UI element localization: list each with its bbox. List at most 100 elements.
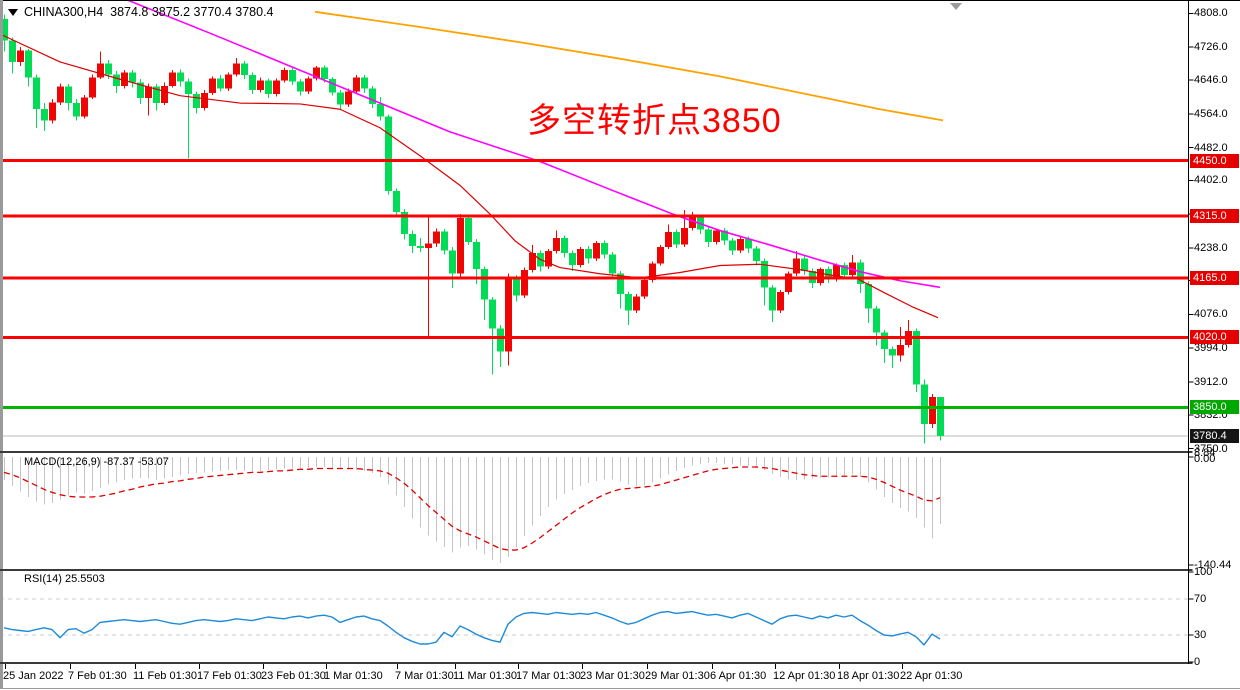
- candle-down: [297, 81, 304, 92]
- candle-up: [649, 263, 656, 280]
- candle-down: [105, 63, 112, 75]
- candle-up: [257, 80, 264, 90]
- candle-up: [657, 247, 664, 264]
- price-level-box-4450.0[interactable]: 4450.0: [1190, 153, 1239, 168]
- candle-down: [441, 231, 448, 251]
- time-label: 1 Mar 01:30: [324, 670, 383, 682]
- candle-down: [449, 250, 456, 274]
- candle-down: [409, 233, 416, 246]
- candle-down: [841, 265, 848, 275]
- macd-signal-line: [3, 466, 941, 551]
- candle-down: [881, 332, 888, 349]
- candle-down: [753, 248, 760, 261]
- candle-down: [513, 277, 520, 296]
- candle-up: [593, 242, 600, 259]
- candle-up: [313, 67, 320, 79]
- price-tick-label: 4808.0: [1194, 7, 1228, 20]
- candle-down: [761, 260, 768, 288]
- price-level-box-4020.0[interactable]: 4020.0: [1190, 330, 1239, 345]
- candle-up: [17, 50, 24, 62]
- candle-down: [361, 77, 368, 89]
- time-label: 23 Mar 01:30: [580, 670, 645, 682]
- candle-up: [681, 228, 688, 245]
- candle-down: [705, 229, 712, 243]
- candle-up: [785, 273, 792, 293]
- chart-shift-marker-icon[interactable]: [950, 3, 962, 10]
- ma-mid-magenta-line: [127, 0, 941, 289]
- candle-down: [377, 103, 384, 117]
- time-label: 18 Apr 01:30: [837, 670, 900, 682]
- candle-up: [281, 70, 288, 81]
- candle-down: [265, 80, 272, 95]
- time-label: 17 Feb 01:30: [197, 670, 262, 682]
- candle-up: [433, 231, 440, 244]
- candle-down: [497, 328, 504, 352]
- time-label: 7 Mar 01:30: [395, 670, 454, 682]
- candle-down: [65, 86, 72, 104]
- time-label: 12 Apr 01:30: [773, 670, 836, 682]
- candle-down: [193, 94, 200, 109]
- candle-up: [425, 243, 432, 248]
- candle-up: [817, 269, 824, 284]
- time-label: 17 Mar 01:30: [516, 670, 581, 682]
- price-tick-label: 4238.0: [1194, 241, 1228, 254]
- candle-down: [481, 269, 488, 300]
- candle-down: [729, 240, 736, 251]
- price-level-box-4315.0[interactable]: 4315.0: [1190, 209, 1239, 224]
- candle-up: [353, 77, 360, 92]
- price-tick-label: 4564.0: [1194, 107, 1228, 120]
- price-tick-label: 4726.0: [1194, 41, 1228, 54]
- macd-panel: [3, 457, 941, 564]
- macd-axis-zero-label: 0.00: [1194, 453, 1216, 465]
- candle-up: [273, 80, 280, 95]
- rsi-axis-label: 70: [1194, 593, 1207, 605]
- candle-down: [153, 86, 160, 104]
- candle-down: [9, 40, 16, 62]
- candle-down: [473, 242, 480, 270]
- candle-down: [401, 212, 408, 234]
- chart-annotation-text: 多空转折点3850: [527, 102, 782, 140]
- candle-down: [609, 254, 616, 274]
- price-level-box-3850.0[interactable]: 3850.0: [1190, 400, 1239, 415]
- price-level-box-3780.4[interactable]: 3780.4: [1190, 428, 1239, 443]
- time-axis: 25 Jan 2022 7 Feb 01:30 11 Feb 01:30 17 Feb…: [0, 664, 1240, 690]
- candle-up: [641, 279, 648, 297]
- price-level-box-4165.0[interactable]: 4165.0: [1190, 270, 1239, 285]
- candle-up: [689, 217, 696, 229]
- price-tick-label: 4646.0: [1194, 74, 1228, 87]
- candle-down: [185, 81, 192, 95]
- candle-up: [529, 252, 536, 271]
- time-label: 22 Apr 01:30: [900, 670, 963, 682]
- candle-down: [873, 308, 880, 333]
- candle-down: [321, 67, 328, 80]
- macd-axis-max-label: 8.84: [1194, 447, 1216, 459]
- candle-up: [897, 344, 904, 356]
- candle-down: [113, 74, 120, 86]
- time-label: 25 Jan 2022: [3, 670, 64, 682]
- candle-down: [33, 77, 40, 109]
- candle-down: [25, 50, 32, 78]
- time-label: 29 Mar 01:30: [645, 670, 710, 682]
- candle-up: [233, 63, 240, 75]
- symbol-quote-text: CHINA300,H4 3874.8 3875.2 3770.4 3780.4: [24, 5, 274, 19]
- candle-up: [81, 97, 88, 117]
- candle-down: [673, 232, 680, 245]
- candle-up: [521, 270, 528, 296]
- candle-up: [57, 86, 64, 103]
- rsi-indicator-label: RSI(14) 25.5503: [24, 573, 105, 585]
- candle-down: [801, 258, 808, 271]
- main-chart-panel: [0, 0, 1189, 444]
- candle-down: [561, 237, 568, 253]
- price-tick-label: 3912.0: [1194, 375, 1228, 388]
- candle-up: [345, 91, 352, 105]
- candle-down: [489, 299, 496, 329]
- candle-down: [937, 397, 944, 437]
- candle-up: [633, 296, 640, 311]
- price-tick-label: 3750.0: [1194, 442, 1228, 455]
- ma-slow-orange-line: [314, 10, 944, 122]
- symbol-dropdown-icon[interactable]: [8, 8, 18, 16]
- candle-up: [777, 292, 784, 311]
- candle-up: [97, 63, 104, 78]
